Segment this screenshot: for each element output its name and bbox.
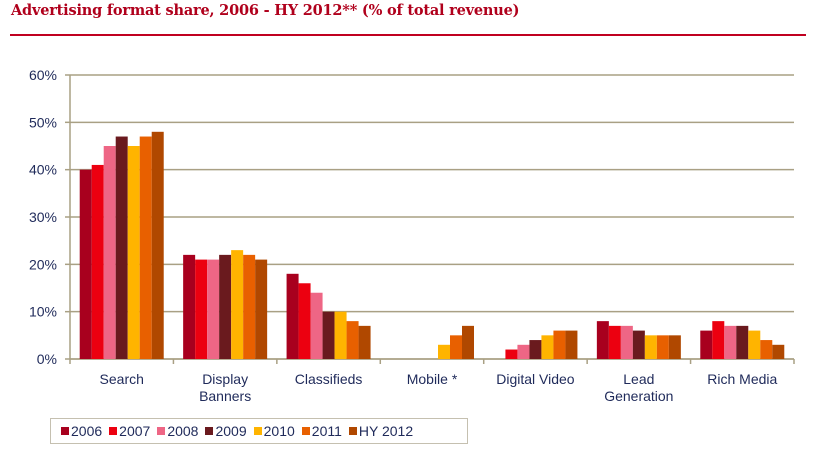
- bar-2011: [243, 254, 256, 359]
- bar-2011: [656, 335, 669, 359]
- bar-2010: [748, 330, 761, 359]
- y-tick-label: 20%: [29, 256, 57, 272]
- bar-2009: [632, 330, 645, 359]
- legend-label: 2008: [167, 423, 199, 439]
- legend-item: 2011: [301, 423, 342, 439]
- bar-hy-2012: [772, 344, 785, 359]
- bar-2011: [346, 321, 359, 359]
- legend-label: 2007: [119, 423, 151, 439]
- bar-2008: [724, 325, 737, 359]
- legend-item: 2010: [253, 423, 295, 439]
- y-tick-label: 40%: [29, 162, 57, 178]
- y-tick-label: 60%: [29, 67, 57, 83]
- y-tick-label: 10%: [29, 304, 57, 320]
- bar-2009: [529, 340, 542, 359]
- x-tick-label: Classifieds: [295, 371, 363, 387]
- bar-2010: [127, 146, 140, 359]
- legend-label: 2011: [311, 423, 342, 439]
- x-tick-label: Mobile *: [407, 371, 458, 387]
- legend-swatch: [205, 427, 214, 435]
- bar-2011: [450, 335, 462, 359]
- legend-item: HY 2012: [348, 423, 414, 439]
- bar-2008: [517, 344, 530, 359]
- bar-2007: [712, 321, 725, 359]
- bar-2008: [207, 259, 220, 359]
- y-tick-label: 30%: [29, 209, 57, 225]
- y-tick-label: 50%: [29, 114, 57, 130]
- bar-2009: [219, 254, 232, 359]
- legend-item: 2006: [61, 423, 102, 439]
- legend-label: HY 2012: [358, 423, 414, 439]
- y-tick-label: 0%: [37, 351, 57, 367]
- bar-2010: [541, 335, 554, 359]
- x-tick-label: Lead Generation: [604, 371, 673, 404]
- legend-label: 2009: [215, 423, 247, 439]
- bar-2010: [231, 250, 244, 359]
- bar-hy-2012: [565, 330, 578, 359]
- legend-swatch: [348, 427, 357, 435]
- chart-legend: 2006 2007 2008 2009 2010 2011 HY 2012: [50, 418, 468, 444]
- legend-swatch: [109, 427, 118, 435]
- bar-2011: [760, 340, 773, 359]
- bar-2006: [700, 330, 713, 359]
- bar-hy-2012: [151, 131, 164, 359]
- bar-2008: [103, 146, 116, 359]
- legend-swatch: [253, 427, 262, 435]
- bar-2006: [596, 321, 609, 359]
- bar-chart: 0% 10% 20% 30% 40% 50% 60% Search Display Banners…: [29, 67, 795, 404]
- bar-2006: [286, 273, 299, 359]
- x-tick-label: Search: [100, 371, 144, 387]
- legend-swatch: [157, 427, 166, 435]
- bar-2011: [139, 136, 152, 359]
- bar-2008: [310, 292, 323, 359]
- bar-hy-2012: [462, 325, 474, 359]
- bar-2007: [195, 259, 208, 359]
- bar-2007: [608, 325, 621, 359]
- bar-2007: [298, 283, 311, 359]
- legend-item: 2007: [109, 423, 150, 439]
- legend-swatch: [301, 427, 310, 435]
- title-divider: [10, 34, 806, 36]
- bar-2009: [115, 136, 128, 359]
- bar-2010: [644, 335, 657, 359]
- bar-hy-2012: [255, 259, 268, 359]
- legend-item: 2009: [205, 423, 247, 439]
- legend-label: 2006: [71, 423, 103, 439]
- legend-swatch: [61, 427, 69, 435]
- bar-2006: [183, 254, 196, 359]
- x-tick-label: Rich Media: [707, 371, 777, 387]
- bar-hy-2012: [668, 335, 681, 359]
- chart-title: Advertising format share, 2006 - HY 2012…: [11, 2, 520, 19]
- bar-hy-2012: [358, 325, 371, 359]
- bar-2008: [620, 325, 633, 359]
- x-tick-label: Display Banners: [199, 371, 251, 404]
- bar-2006: [79, 169, 92, 359]
- bar-2009: [736, 325, 749, 359]
- bar-2009: [322, 311, 335, 359]
- bar-2010: [438, 344, 450, 359]
- legend-item: 2008: [157, 423, 198, 439]
- bar-2011: [553, 330, 566, 359]
- bar-2007: [505, 349, 518, 359]
- legend-label: 2010: [263, 423, 295, 439]
- x-tick-label: Digital Video: [496, 371, 575, 387]
- bar-2007: [91, 164, 104, 359]
- bar-2010: [334, 311, 347, 359]
